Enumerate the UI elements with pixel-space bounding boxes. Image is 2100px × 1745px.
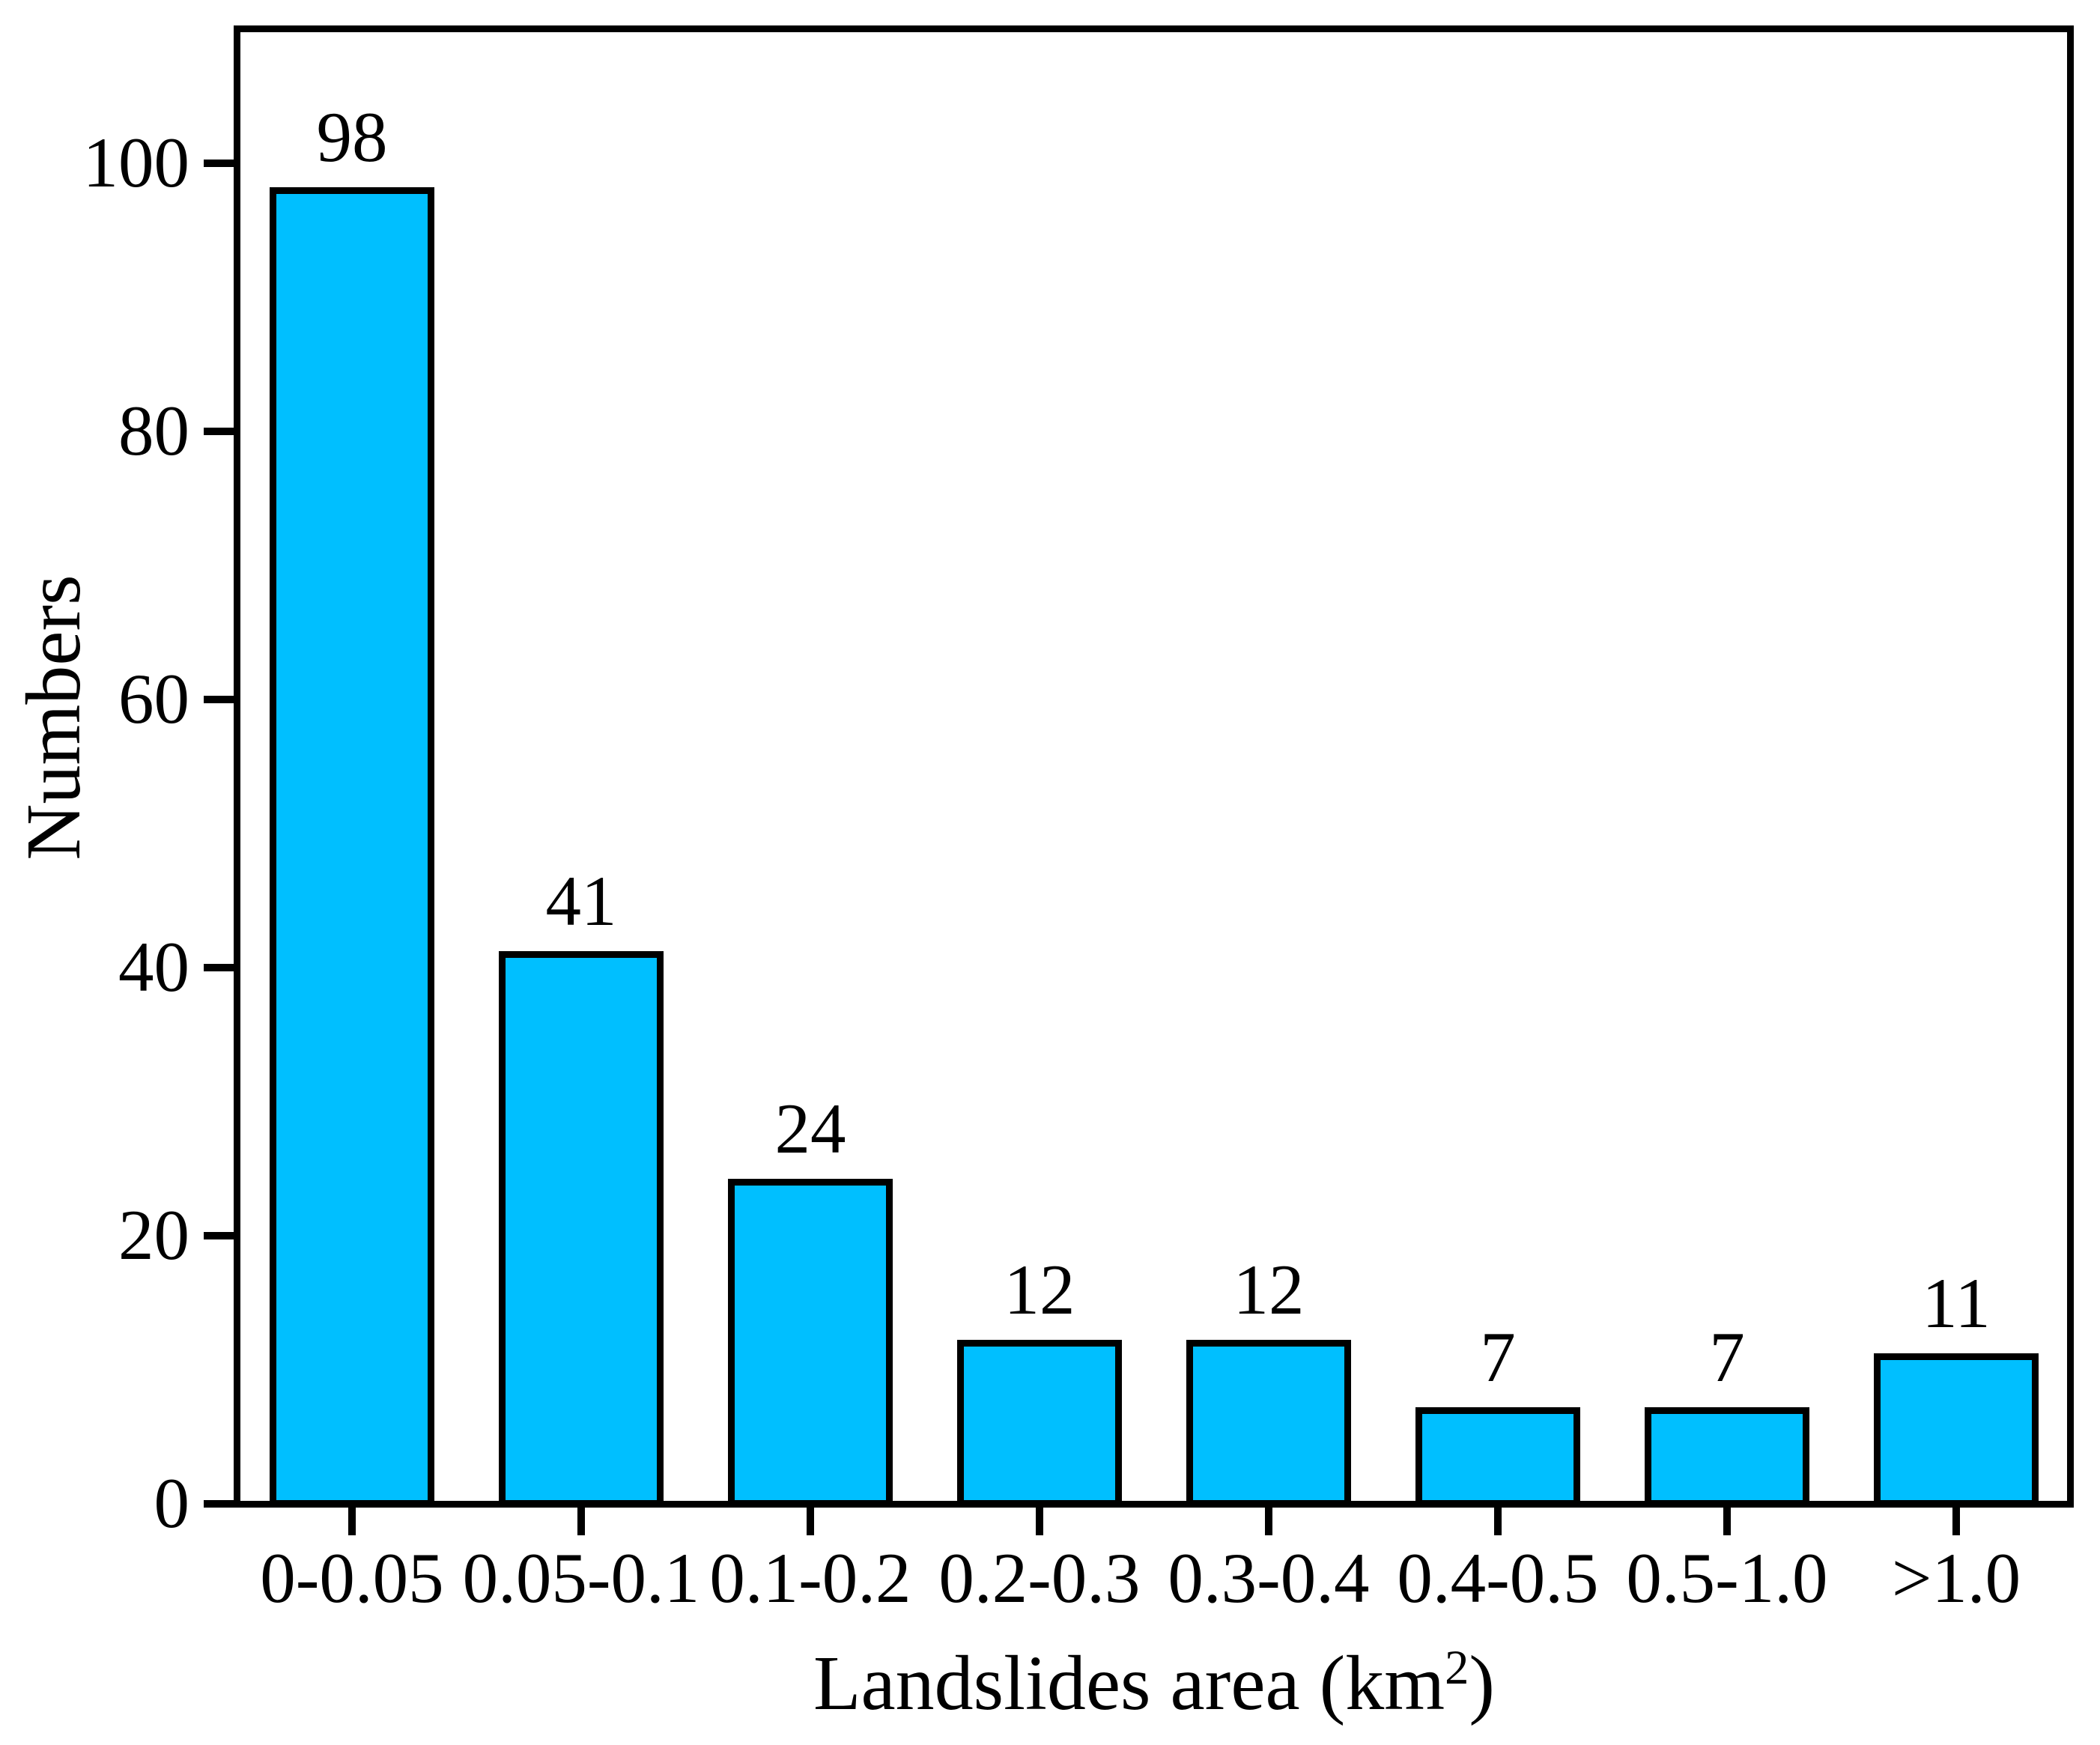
x-tick-label: 0.4-0.5 bbox=[1397, 1538, 1599, 1618]
y-tick bbox=[204, 428, 237, 435]
bar-value-label: 12 bbox=[1004, 1250, 1075, 1330]
x-tick-label: >1.0 bbox=[1891, 1538, 2021, 1618]
x-tick bbox=[1952, 1507, 1960, 1535]
x-tick-label: 0.1-0.2 bbox=[709, 1538, 911, 1618]
bar-value-label: 41 bbox=[545, 861, 617, 941]
x-tick bbox=[348, 1507, 356, 1535]
x-axis-title-superscript: 2 bbox=[1445, 1641, 1469, 1695]
y-tick bbox=[204, 1500, 237, 1508]
x-tick-label: 0.3-0.4 bbox=[1168, 1538, 1370, 1618]
x-tick-label: 0.05-0.1 bbox=[462, 1538, 700, 1618]
bar bbox=[1645, 1406, 1809, 1507]
x-tick bbox=[1494, 1507, 1502, 1535]
y-tick bbox=[204, 964, 237, 971]
x-tick bbox=[1036, 1507, 1043, 1535]
bar-value-label: 24 bbox=[774, 1089, 846, 1169]
x-tick bbox=[1723, 1507, 1731, 1535]
bar bbox=[957, 1340, 1122, 1507]
bar bbox=[1874, 1353, 2039, 1507]
bar-value-label: 12 bbox=[1233, 1250, 1305, 1330]
bar bbox=[499, 951, 664, 1507]
y-tick bbox=[204, 696, 237, 703]
bar-value-label: 98 bbox=[316, 97, 388, 177]
y-tick-label: 80 bbox=[118, 391, 189, 470]
x-tick bbox=[1265, 1507, 1272, 1535]
bar-value-label: 11 bbox=[1922, 1263, 1991, 1344]
y-tick bbox=[204, 1232, 237, 1239]
y-tick-label: 40 bbox=[118, 927, 189, 1007]
x-axis-title-text: Landslides area (km bbox=[813, 1640, 1445, 1726]
x-tick bbox=[577, 1507, 585, 1535]
y-axis-title: Numbers bbox=[10, 574, 97, 861]
x-tick-label: 0-0.05 bbox=[260, 1538, 444, 1618]
bar bbox=[1186, 1340, 1351, 1507]
bar bbox=[270, 186, 434, 1507]
y-tick-label: 60 bbox=[118, 659, 189, 738]
y-tick-label: 20 bbox=[118, 1195, 189, 1275]
bar-value-label: 7 bbox=[1480, 1317, 1516, 1397]
bar bbox=[1415, 1406, 1580, 1507]
y-tick-label: 100 bbox=[82, 123, 190, 202]
bar bbox=[728, 1179, 893, 1507]
bar-value-label: 7 bbox=[1709, 1317, 1745, 1397]
x-tick-label: 0.5-1.0 bbox=[1626, 1538, 1828, 1618]
x-tick bbox=[807, 1507, 814, 1535]
y-tick bbox=[204, 160, 237, 167]
x-axis-title: Landslides area (km2) bbox=[630, 1641, 1678, 1745]
x-axis-title-close: ) bbox=[1469, 1640, 1496, 1726]
x-tick-label: 0.2-0.3 bbox=[938, 1538, 1141, 1618]
y-tick-label: 0 bbox=[154, 1463, 190, 1543]
